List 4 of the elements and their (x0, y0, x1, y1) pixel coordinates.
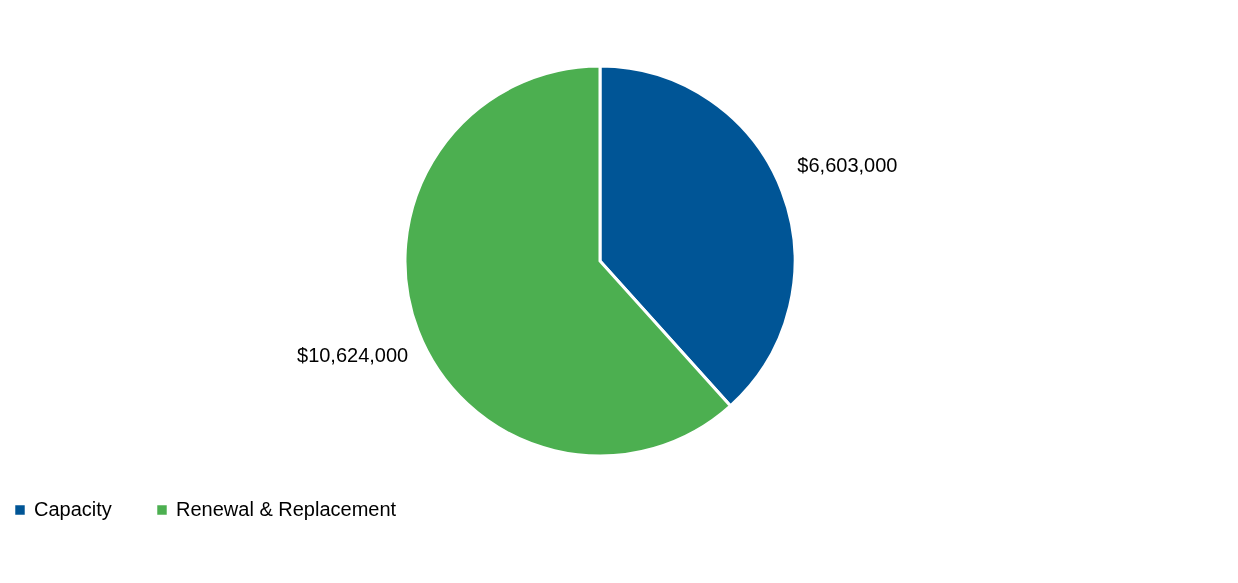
legend-label: Renewal & Replacement (176, 498, 397, 520)
data-label: $10,624,000 (297, 344, 409, 366)
legend-label: Capacity (34, 498, 112, 520)
data-label: $6,603,000 (797, 154, 898, 176)
